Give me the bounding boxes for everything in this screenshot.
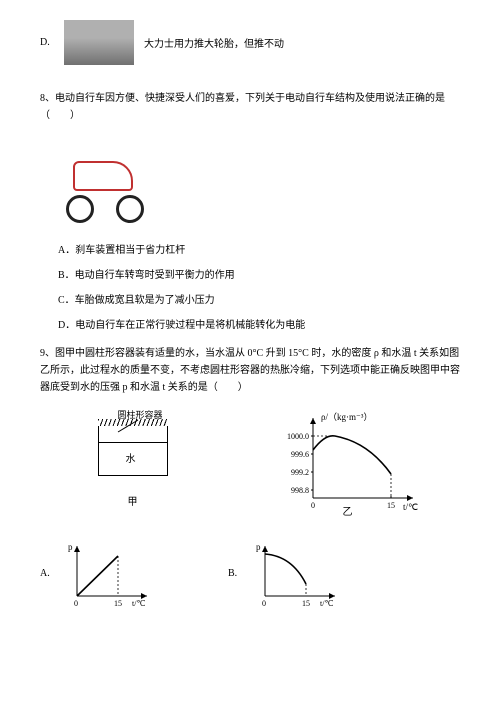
b-ylabel: p — [256, 542, 261, 552]
a-xlabel: t/℃ — [132, 599, 145, 608]
q8-option-b: B．电动自行车转弯时受到平衡力的作用 — [58, 266, 460, 281]
figure-yi-density-chart: 1000.0 999.6 999.2 998.8 0 15 ρ/（kg·m⁻³）… — [273, 408, 423, 518]
answer-a-letter: A. — [40, 568, 54, 579]
a-xtick0: 0 — [74, 599, 78, 608]
b-xtick1: 15 — [302, 599, 310, 608]
xtick-0: 0 — [311, 501, 315, 510]
ebike-wheel-front — [66, 195, 94, 223]
caption-yi: 乙 — [343, 503, 353, 518]
ebike-frame — [73, 161, 133, 191]
a-xtick1: 15 — [114, 599, 122, 608]
container-hatch — [98, 419, 168, 426]
answer-a-chart: p t/℃ 0 15 — [62, 538, 152, 608]
q8-options: A．刹车装置相当于省力杠杆 B．电动自行车转弯时受到平衡力的作用 C．车胎做成宽… — [58, 241, 460, 331]
water-surface-line — [99, 442, 167, 443]
answer-b-chart: p t/℃ 0 15 — [250, 538, 340, 608]
ebike-wheel-rear — [116, 195, 144, 223]
density-ylabel: ρ/（kg·m⁻³） — [321, 412, 372, 422]
q7-option-d: D. 大力士用力推大轮胎，但推不动 — [40, 20, 460, 65]
ytick-3: 998.8 — [291, 486, 309, 495]
option-letter-d: D. — [40, 37, 54, 48]
ytick-1: 999.6 — [291, 450, 309, 459]
q8-option-c: C．车胎做成宽且软是为了减小压力 — [58, 291, 460, 306]
density-xlabel: t/℃ — [403, 502, 418, 512]
a-ylabel: p — [68, 542, 73, 552]
water-label: 水 — [126, 450, 136, 465]
answer-b-letter: B. — [228, 568, 242, 579]
density-chart-svg: 1000.0 999.6 999.2 998.8 0 15 ρ/（kg·m⁻³）… — [273, 408, 423, 518]
ytick-2: 999.2 — [291, 468, 309, 477]
ytick-0: 1000.0 — [287, 432, 309, 441]
figure-jia-container: 圆柱形容器 水 甲 — [78, 408, 198, 508]
q8-stem: 8、电动自行车因方便、快捷深受人们的喜爱，下列关于电动自行车结构及使用说法正确的… — [40, 90, 460, 124]
q7-option-d-text: 大力士用力推大轮胎，但推不动 — [144, 35, 284, 50]
q9-figures-row: 圆柱形容器 水 甲 1000.0 999.6 999.2 998.8 — [40, 408, 460, 518]
q8-option-a: A．刹车装置相当于省力杠杆 — [58, 241, 460, 256]
xtick-1: 15 — [387, 501, 395, 510]
q9-answer-row: A. p t/℃ 0 15 B. p t/℃ 0 15 — [40, 538, 460, 608]
caption-jia: 甲 — [128, 493, 138, 508]
ebike-image — [58, 136, 153, 231]
b-xtick0: 0 — [262, 599, 266, 608]
q9-stem: 9、图甲中圆柱形容器装有适量的水，当水温从 0°C 升到 15°C 时，水的密度… — [40, 345, 460, 396]
tire-photo-placeholder — [64, 20, 134, 65]
q8-option-d: D．电动自行车在正常行驶过程中是将机械能转化为电能 — [58, 316, 460, 331]
b-xlabel: t/℃ — [320, 599, 333, 608]
